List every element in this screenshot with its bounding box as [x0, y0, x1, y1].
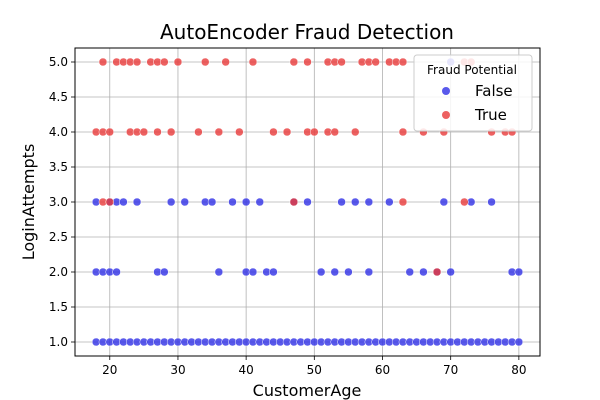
legend-label-true: True	[474, 106, 507, 124]
data-point-false	[255, 197, 265, 207]
data-point-true	[398, 127, 408, 137]
x-tick-label: 80	[511, 363, 526, 377]
x-axis-label: CustomerAge	[253, 381, 362, 400]
x-tick-label: 70	[443, 363, 458, 377]
x-tick-label: 20	[102, 363, 117, 377]
data-point-false	[487, 197, 496, 207]
x-tick-label: 30	[170, 363, 185, 377]
y-tick-label: 3.5	[49, 160, 68, 174]
data-point-false	[405, 267, 415, 277]
data-point-true	[282, 127, 292, 137]
scatter-points	[91, 57, 524, 347]
data-point-false	[439, 197, 449, 207]
data-point-true	[330, 127, 340, 137]
y-axis-label: LoginAttempts	[19, 144, 38, 261]
data-point-false	[269, 267, 278, 277]
data-point-false	[119, 197, 128, 207]
x-tick-label: 60	[375, 363, 390, 377]
legend-marker-true	[442, 111, 450, 119]
data-point-true	[371, 57, 380, 67]
data-point-true	[398, 197, 408, 207]
data-point-false	[248, 267, 258, 277]
data-point-true	[248, 57, 258, 67]
y-tick-label: 4.0	[49, 125, 68, 139]
data-point-false	[350, 197, 360, 207]
data-point-true	[139, 127, 149, 137]
data-point-false	[385, 197, 394, 207]
legend-marker-false	[442, 87, 450, 95]
legend-label-false: False	[475, 82, 513, 100]
data-point-true	[160, 57, 169, 67]
y-tick-label: 4.5	[49, 90, 68, 104]
data-point-false	[160, 267, 169, 277]
data-point-false	[214, 267, 224, 277]
data-point-true	[105, 197, 115, 207]
data-point-true	[269, 127, 278, 137]
y-tick-label: 5.0	[49, 55, 68, 69]
data-point-false	[180, 197, 190, 207]
x-tick-label: 40	[238, 363, 253, 377]
x-tick-label: 50	[307, 363, 322, 377]
data-point-true	[166, 127, 176, 137]
data-point-true	[200, 57, 210, 67]
y-tick-label: 2.5	[49, 230, 68, 244]
data-point-false	[241, 197, 251, 207]
data-point-true	[153, 127, 162, 137]
data-point-false	[166, 197, 176, 207]
data-point-false	[514, 267, 524, 277]
data-point-true	[173, 57, 183, 67]
data-point-false	[337, 197, 346, 207]
data-point-true	[460, 197, 469, 207]
legend: Fraud Potential False True	[413, 54, 533, 132]
data-point-false	[514, 337, 524, 347]
data-point-true	[221, 57, 230, 67]
data-point-false	[112, 267, 121, 277]
data-point-true	[398, 57, 408, 67]
y-tick-label: 2.0	[49, 265, 68, 279]
data-point-false	[228, 197, 237, 207]
data-point-true	[132, 57, 142, 67]
legend-title: Fraud Potential	[427, 63, 517, 77]
data-point-false	[207, 197, 217, 207]
chart-title: AutoEncoder Fraud Detection	[160, 20, 454, 44]
data-point-false	[303, 197, 312, 207]
data-point-true	[310, 127, 319, 137]
data-point-true	[350, 127, 360, 137]
data-point-true	[214, 127, 224, 137]
data-point-false	[316, 267, 326, 277]
y-tick-label: 1.0	[49, 335, 68, 349]
data-point-false	[330, 267, 340, 277]
data-point-true	[337, 57, 346, 67]
data-point-true	[98, 57, 108, 67]
y-tick-label: 1.5	[49, 300, 68, 314]
x-axis-ticks: 20 30 40 50 60 70 80	[102, 356, 527, 377]
y-tick-label: 3.0	[49, 195, 68, 209]
data-point-true	[235, 127, 244, 137]
data-point-true	[194, 127, 203, 137]
data-point-false	[364, 197, 374, 207]
data-point-false	[132, 197, 142, 207]
data-point-false	[344, 267, 353, 277]
data-point-false	[419, 267, 428, 277]
data-point-true	[303, 57, 312, 67]
data-point-true	[289, 197, 299, 207]
data-point-true	[105, 127, 115, 137]
data-point-true	[432, 267, 442, 277]
data-point-false	[446, 267, 455, 277]
data-point-true	[289, 57, 299, 67]
data-point-false	[364, 267, 374, 277]
y-axis-ticks: 1.0 1.5 2.0 2.5 3.0 3.5 4.0 4.5 5.0	[49, 55, 75, 349]
